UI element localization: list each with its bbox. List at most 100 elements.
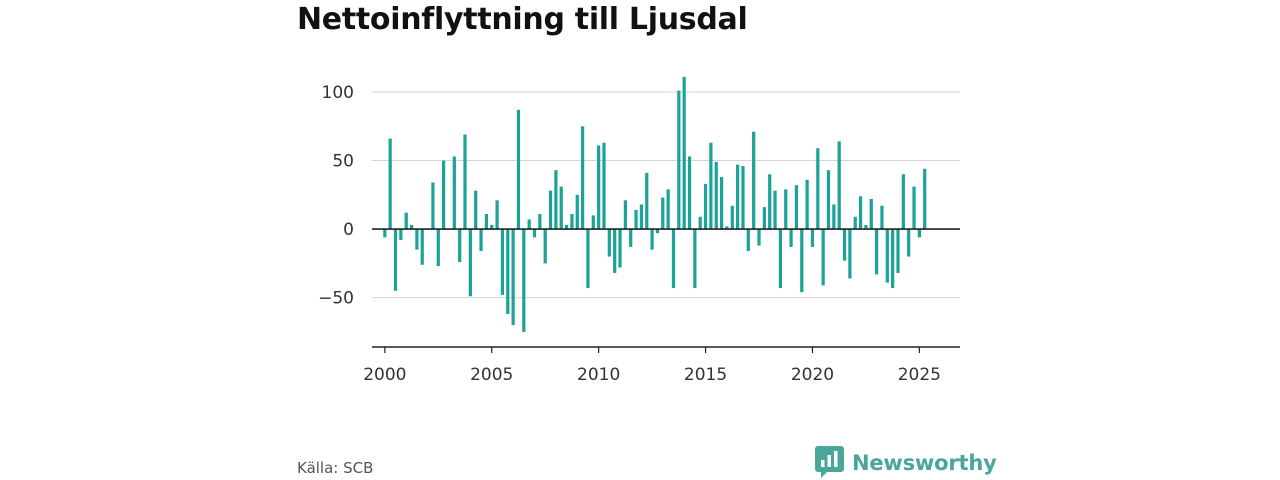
x-tick-label: 2015: [684, 365, 727, 385]
bar: [634, 209, 638, 230]
bar: [404, 212, 408, 230]
bar: [682, 76, 686, 230]
bar: [923, 168, 927, 230]
bar: [891, 229, 895, 289]
bar: [479, 229, 483, 252]
bar: [597, 145, 601, 230]
bar: [458, 229, 462, 262]
bar: [848, 229, 852, 279]
bar: [581, 126, 585, 230]
bar: [490, 224, 494, 230]
bar: [645, 172, 649, 230]
bar: [591, 215, 595, 230]
bar: [500, 229, 505, 295]
bar: [516, 109, 521, 230]
bar: [420, 229, 424, 265]
bar: [575, 194, 579, 230]
bar: [832, 204, 836, 230]
bar: [415, 229, 419, 250]
bar: [388, 138, 392, 230]
bar: [661, 197, 665, 230]
bar: [789, 229, 793, 247]
bar: [880, 205, 884, 230]
bar: [816, 148, 820, 230]
bar: [431, 182, 435, 230]
bar: [869, 198, 873, 230]
bar: [511, 229, 515, 326]
y-tick-label: 0: [343, 220, 354, 240]
bar: [907, 229, 911, 257]
bar: [912, 186, 916, 230]
bar: [821, 229, 825, 286]
bar: [794, 185, 799, 230]
bar: [864, 224, 868, 230]
bar: [543, 229, 547, 264]
bar: [452, 156, 456, 230]
bar: [709, 142, 713, 230]
bar: [677, 90, 681, 230]
bar: [495, 200, 499, 230]
x-tick-label: 2010: [577, 365, 620, 385]
y-tick-label: 50: [332, 152, 354, 172]
bar: [752, 131, 756, 230]
bar: [858, 196, 863, 230]
bar: [554, 170, 558, 230]
y-tick-labels: −50 0 50 100: [318, 83, 354, 309]
bar: [564, 224, 569, 230]
bar: [768, 174, 772, 230]
source-note: Källa: SCB: [297, 459, 374, 477]
x-tick-label: 2000: [363, 365, 406, 385]
bar: [901, 174, 905, 230]
bar: [639, 204, 644, 230]
x-ticks: 2000 2005 2010 2015 2020 2025: [363, 347, 941, 385]
bar: [532, 229, 537, 238]
bar: [730, 205, 734, 230]
bar: [629, 229, 633, 247]
bar: [896, 229, 900, 273]
bar: [842, 229, 847, 261]
bar: [655, 229, 660, 234]
bar: [393, 229, 398, 291]
bar: [522, 229, 526, 332]
bar: [778, 229, 782, 289]
bar: [484, 214, 488, 230]
x-tick-label: 2020: [791, 365, 834, 385]
bar: [607, 229, 611, 257]
bar: [506, 229, 510, 315]
bar: [698, 216, 702, 230]
bar: [399, 229, 403, 241]
bar: [538, 214, 542, 230]
bar: [623, 200, 627, 230]
bar: [383, 229, 387, 238]
bar: [586, 229, 590, 289]
bar: [671, 229, 676, 289]
bar: [714, 161, 718, 230]
y-tick-label: −50: [318, 289, 354, 309]
bar: [703, 183, 708, 230]
bar: [548, 190, 553, 230]
x-tick-label: 2025: [898, 365, 941, 385]
bar: [810, 229, 815, 247]
bar: [741, 166, 745, 230]
x-tick-label: 2005: [470, 365, 513, 385]
bar: [762, 207, 766, 230]
bar: [463, 134, 467, 230]
bar: [693, 229, 697, 289]
newsworthy-icon: [815, 446, 844, 478]
bar: [800, 229, 804, 293]
bar: [436, 229, 440, 267]
bar: [474, 190, 478, 230]
y-tick-label: 100: [322, 83, 354, 103]
bar: [666, 189, 670, 230]
bar: [409, 224, 414, 230]
bar: [757, 229, 761, 246]
bar: [527, 219, 531, 230]
brand-name: Newsworthy: [852, 450, 997, 475]
bars: [383, 76, 927, 332]
chart-title: Nettoinflyttning till Ljusdal: [297, 2, 748, 37]
bar: [805, 179, 809, 230]
bar: [885, 229, 889, 283]
bar: [559, 186, 563, 230]
bar: [650, 229, 654, 250]
bar: [687, 156, 692, 230]
